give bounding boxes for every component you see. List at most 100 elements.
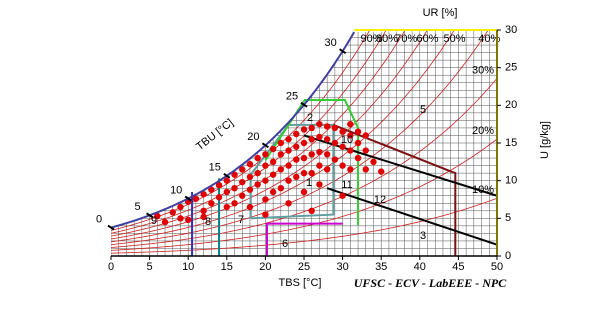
data-point [239,192,246,199]
data-point [262,151,269,158]
y-tick-label: 5 [505,212,511,224]
zone-label: 7 [238,214,244,226]
data-point [177,203,184,211]
data-point [316,120,323,128]
data-point [308,136,315,143]
y-tick-label: 25 [505,62,517,74]
data-point [208,200,215,207]
data-point [347,147,354,154]
rh-curve [111,138,497,251]
data-point [300,169,308,177]
zone-label: 3 [420,230,426,242]
data-point [362,147,369,154]
data-point [339,162,346,169]
data-point [254,181,261,188]
wet-bulb-tick-label: 30 [324,37,336,49]
zone-label: 8 [205,216,211,228]
data-point [277,166,285,173]
x-tick-label: 10 [182,261,194,273]
wet-bulb-tick [184,195,192,202]
data-point [354,139,362,147]
data-point [200,191,207,198]
rh-curve [111,30,489,246]
data-point [293,130,300,138]
rh-curve-label: 30% [472,64,494,76]
wet-bulb-tick [300,101,308,108]
data-point [231,185,238,192]
data-point [378,168,385,175]
wet-bulb-tick-label: 25 [286,91,298,103]
data-point [323,123,331,130]
rh-curve-label: 70% [395,33,417,45]
data-point [239,166,246,173]
data-point [331,124,339,132]
data-point [308,151,315,158]
data-point [323,136,331,143]
data-point [177,215,184,222]
rh-curve [111,30,371,231]
data-point [331,139,339,147]
data-point [370,158,377,166]
data-point [354,154,362,162]
rh-curve-label: 40% [478,33,500,45]
data-point [316,162,323,169]
data-point [362,132,369,139]
data-point [300,188,308,196]
x-tick-label: 0 [108,261,114,273]
data-point [300,126,308,133]
y-tick-label: 20 [505,99,517,111]
x-tick-label: 35 [375,261,387,273]
wet-bulb-tick-label: 10 [170,184,182,196]
zone-label: 1 [306,177,312,189]
data-point [277,151,285,158]
x-tick-label: 30 [336,261,348,273]
data-point [208,186,215,193]
zone-label: 5 [420,104,426,116]
data-point [323,166,331,173]
rh-curve-label: 20% [472,125,494,137]
data-point [262,177,269,184]
data-point [254,169,261,177]
data-point [300,154,308,162]
y-axis-label: U [g/kg] [539,121,551,159]
data-point [246,173,254,181]
y-tick-label: 0 [505,250,511,262]
data-point [347,120,354,128]
data-point [200,207,207,214]
saturation-curve [110,31,356,229]
data-point [339,192,346,199]
data-point [347,132,354,139]
data-point [316,181,323,188]
wet-bulb-tick [107,224,115,231]
x-tick-label: 40 [414,261,426,273]
data-point [223,203,230,211]
data-point [161,218,169,226]
data-point [285,136,292,143]
wet-bulb-tick [223,172,231,179]
wet-bulb-tick [261,142,269,149]
data-point [262,211,269,218]
data-point [339,143,346,150]
data-point [269,145,277,153]
data-point [285,147,292,154]
data-point [269,171,277,178]
data-point [215,181,223,189]
data-point [223,188,230,196]
rh-curve-label: 90% [361,33,383,45]
data-point [246,186,254,193]
data-point [331,156,339,163]
data-point [215,194,223,201]
zone-label: 12 [374,194,386,206]
x-tick-label: 50 [491,261,503,273]
footer: UFSC - ECV - LabEEE - NPC [354,276,507,290]
data-point [308,124,315,132]
data-point [293,173,300,181]
data-point [285,177,292,184]
rh-curves [111,30,497,254]
data-point [246,160,254,168]
data-point [254,154,261,162]
data-point [192,195,200,202]
data-point [285,200,292,207]
data-point [323,151,331,158]
